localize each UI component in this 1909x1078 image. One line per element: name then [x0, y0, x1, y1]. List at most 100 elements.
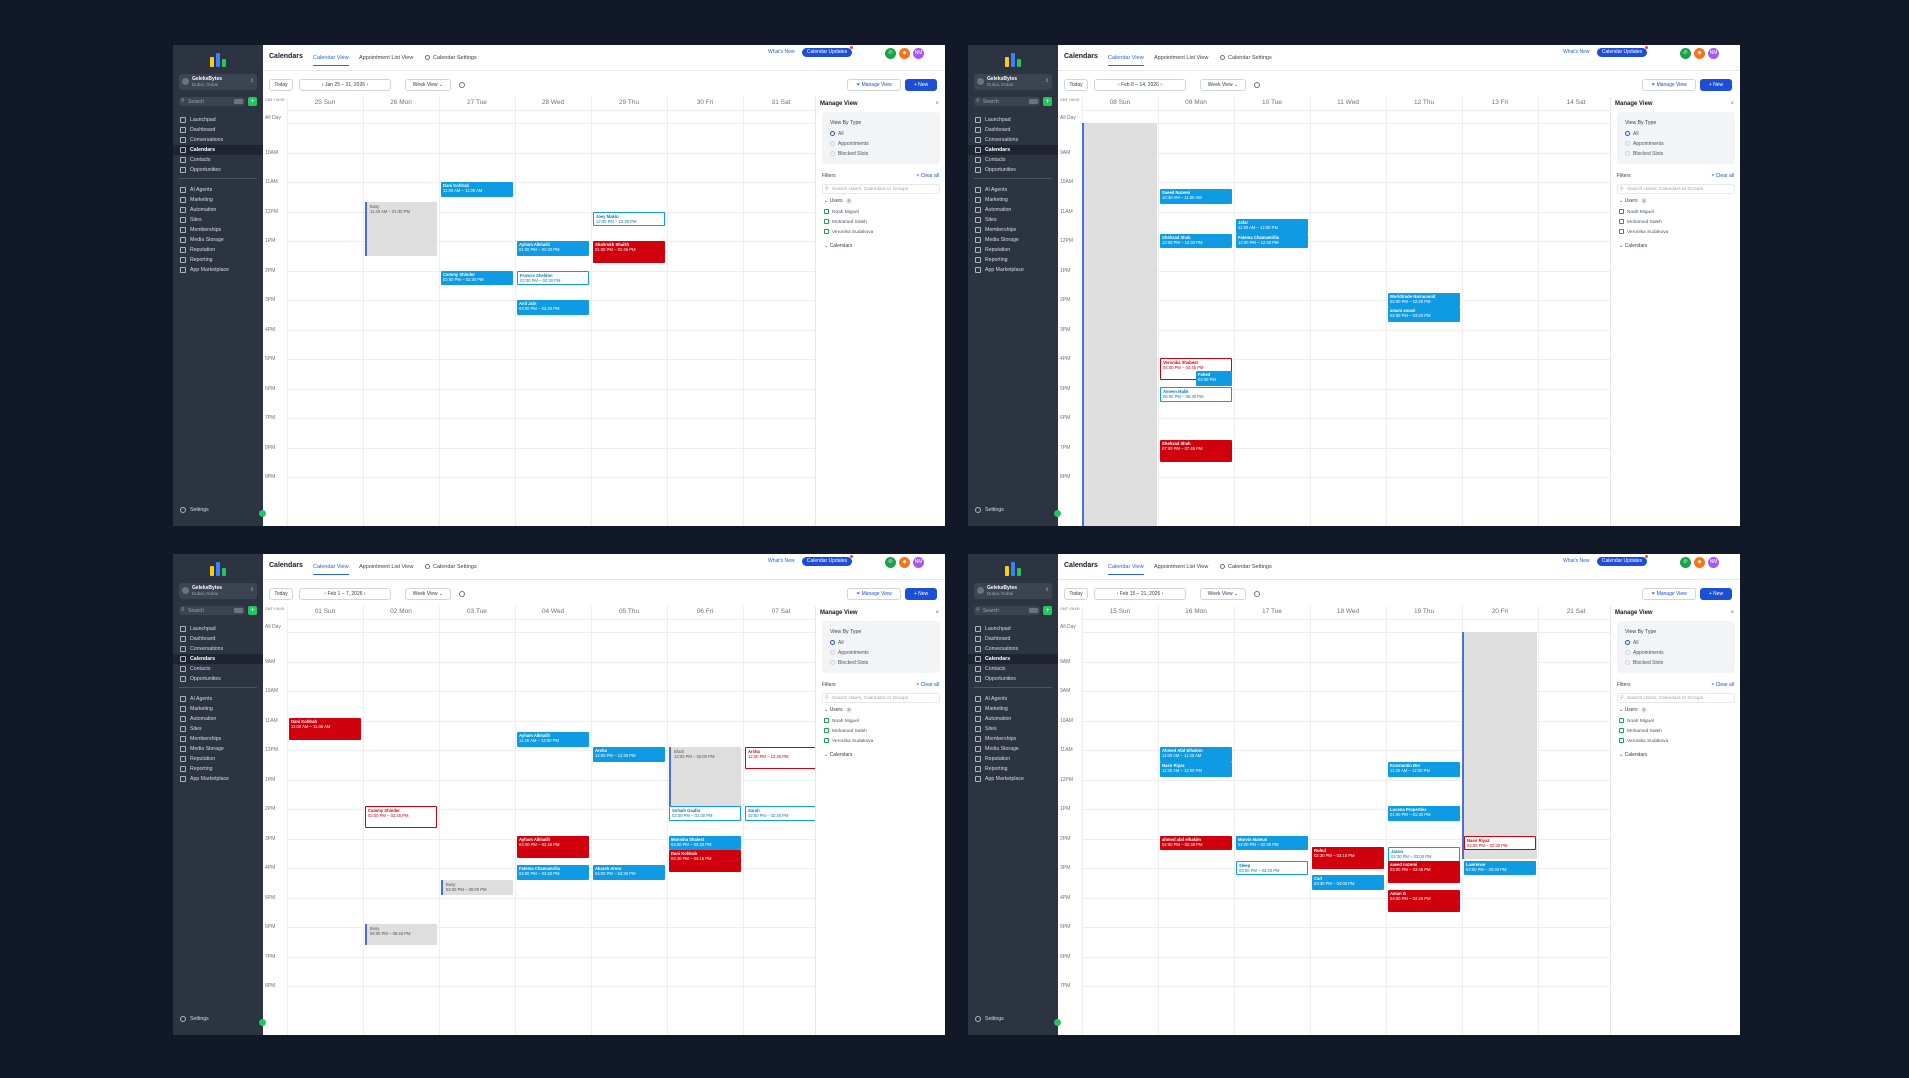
close-icon[interactable]: × — [935, 610, 939, 616]
sidebar-item-settings[interactable]: Settings — [173, 505, 263, 515]
sidebar-item-dashboard[interactable]: Dashboard — [173, 634, 263, 644]
day-header[interactable]: 01 Sun — [314, 608, 336, 615]
new-button[interactable]: + New — [1700, 79, 1732, 91]
day-header[interactable]: 02 Mon — [390, 608, 412, 615]
view-select[interactable]: Week View ⌄ — [1200, 79, 1246, 91]
account-switcher[interactable]: GeleksBytes Dubai, Dubai ⇕ — [974, 74, 1052, 90]
clear-all-link[interactable]: × Clear all — [1711, 682, 1734, 688]
sidebar-item-reporting[interactable]: Reporting — [173, 764, 263, 774]
day-header[interactable]: 16 Mon — [1185, 608, 1207, 615]
account-switcher[interactable]: GeleksBytes Dubai, Dubai ⇕ — [179, 74, 257, 90]
sidebar-item-contacts[interactable]: Contacts — [173, 155, 263, 165]
appointment-event[interactable]: Nasir Riyaz 11:30 AM – 12:00 PM — [1160, 761, 1232, 777]
sidebar-item-memberships[interactable]: Memberships — [968, 225, 1058, 235]
appointment-event[interactable]: Ayham Alkhalili 03:00 PM – 03:45 PM — [517, 835, 589, 858]
sidebar-item-calendars[interactable]: Calendars — [173, 145, 263, 155]
clear-all-link[interactable]: × Clear all — [1711, 173, 1734, 179]
appointment-event[interactable]: Francis Sheldon 02:00 PM – 02:30 PM — [517, 270, 589, 286]
sidebar-item-launchpad[interactable]: Launchpad — [173, 624, 263, 634]
day-header[interactable]: 27 Tue — [467, 99, 487, 106]
appointment-event[interactable]: Joey Makin 12:00 PM – 12:30 PM — [593, 211, 665, 227]
sidebar-item-app-marketplace[interactable]: App Marketplace — [173, 774, 263, 784]
today-button[interactable]: Today — [269, 79, 293, 91]
appointment-event[interactable]: ahmed abd elhakim 02:00 PM – 02:30 PM — [1160, 835, 1232, 851]
appointment-event[interactable]: Ahmed Abd Elhakim 11:00 AM – 11:30 AM — [1160, 747, 1232, 762]
appointment-event[interactable]: Dani Kohlrab 03:30 PM – 04:15 PM — [669, 850, 741, 873]
day-header[interactable]: 05 Thu — [618, 608, 640, 615]
phone-icon[interactable]: ✆ — [1680, 557, 1691, 568]
view-select[interactable]: Week View ⌄ — [405, 588, 451, 600]
calendars-group-toggle[interactable]: ⌄ Calendars — [824, 752, 852, 758]
today-button[interactable]: Today — [1064, 79, 1088, 91]
appointment-event[interactable]: Aman G 04:00 PM – 04:45 PM — [1388, 890, 1460, 913]
chevron-right-icon[interactable]: › — [365, 82, 369, 88]
sidebar-item-opportunities[interactable]: Opportunities — [173, 674, 263, 684]
account-switcher[interactable]: GeleksBytes Dubai, Dubai ⇕ — [179, 583, 257, 599]
lightbulb-icon[interactable] — [459, 591, 465, 597]
day-header[interactable]: 21 Sat — [1566, 608, 1586, 615]
appointment-event[interactable]: Marvin Mateus 02:00 PM – 02:30 PM — [1236, 835, 1308, 851]
sidebar-item-dashboard[interactable]: Dashboard — [968, 125, 1058, 135]
appointment-event[interactable]: Jafar 11:30 AM – 12:00 PM — [1236, 218, 1308, 234]
sidebar-item-contacts[interactable]: Contacts — [173, 664, 263, 674]
user-avatar[interactable]: NM — [913, 557, 924, 568]
whats-new-link[interactable]: What's New — [1563, 49, 1590, 55]
day-header[interactable]: 04 Wed — [541, 608, 565, 615]
day-header[interactable]: 15 Sun — [1109, 608, 1131, 615]
appointment-event[interactable]: amani amani 02:00 PM – 03:00 PM — [1388, 307, 1460, 323]
sidebar-item-reporting[interactable]: Reporting — [968, 255, 1058, 265]
user-filter-checkbox[interactable]: Mohamed Saleh — [824, 219, 867, 225]
calendar-updates-badge[interactable]: Calendar Updates — [802, 557, 852, 566]
view-type-radio-blocked-slots[interactable]: Blocked Slots — [830, 151, 868, 157]
tab-calendar-settings[interactable]: Calendar Settings — [1220, 564, 1272, 570]
chevron-right-icon[interactable]: › — [1160, 591, 1164, 597]
tab-calendar-view[interactable]: Calendar View — [313, 564, 349, 575]
chevron-right-icon[interactable]: › — [362, 591, 366, 597]
tab-appointment-list-view[interactable]: Appointment List View — [359, 55, 413, 61]
sidebar-item-sites[interactable]: Sites — [968, 724, 1058, 734]
appointment-event[interactable]: Ayham Alkhalili 11:30 AM – 12:00 PM — [517, 732, 589, 748]
view-type-radio-appointments[interactable]: Appointments — [1625, 141, 1664, 147]
sidebar-item-ai-agents[interactable]: AI Agents — [173, 694, 263, 704]
bell-icon[interactable]: ◆ — [899, 557, 910, 568]
tab-calendar-view[interactable]: Calendar View — [313, 55, 349, 66]
day-header[interactable]: 31 Sat — [771, 99, 791, 106]
sidebar-item-app-marketplace[interactable]: App Marketplace — [968, 774, 1058, 784]
sidebar-item-sites[interactable]: Sites — [968, 215, 1058, 225]
sidebar-item-opportunities[interactable]: Opportunities — [968, 165, 1058, 175]
blocked-slot[interactable]: Busy 06:00 PM – 06:40 PM — [365, 924, 437, 945]
sidebar-item-opportunities[interactable]: Opportunities — [968, 674, 1058, 684]
sidebar-item-contacts[interactable]: Contacts — [968, 664, 1058, 674]
appointment-event[interactable]: Saeed Nazemi 10:30 AM – 11:00 AM — [1160, 189, 1232, 205]
appointment-event[interactable]: Cammy Shinder 02:00 PM – 02:30 PM — [441, 270, 513, 286]
tab-calendar-view[interactable]: Calendar View — [1108, 564, 1144, 575]
sidebar-item-settings[interactable]: Settings — [173, 1014, 263, 1024]
sidebar-item-marketing[interactable]: Marketing — [968, 195, 1058, 205]
day-header[interactable]: 07 Sat — [771, 608, 791, 615]
tab-calendar-settings[interactable]: Calendar Settings — [1220, 55, 1272, 61]
phone-icon[interactable]: ✆ — [1680, 48, 1691, 59]
quick-add-button[interactable]: + — [248, 606, 257, 615]
clear-all-link[interactable]: × Clear all — [916, 682, 939, 688]
sidebar-item-ai-agents[interactable]: AI Agents — [968, 185, 1058, 195]
blocked-slot[interactable]: Block 12:00 PM – 02:00 PM — [669, 747, 741, 807]
close-icon[interactable]: × — [935, 101, 939, 107]
whats-new-link[interactable]: What's New — [1563, 558, 1590, 564]
day-header[interactable]: 25 Sun — [314, 99, 336, 106]
sidebar-item-marketing[interactable]: Marketing — [968, 704, 1058, 714]
sidebar-item-conversations[interactable]: Conversations — [173, 135, 263, 145]
clear-all-link[interactable]: × Clear all — [916, 173, 939, 179]
date-range-picker[interactable]: ‹ Jan 25 – 31, 2026 › — [299, 79, 391, 91]
sidebar-item-memberships[interactable]: Memberships — [968, 734, 1058, 744]
appointment-event[interactable]: Cammy Shinder 02:00 PM – 02:45 PM — [365, 806, 437, 829]
view-select[interactable]: Week View ⌄ — [1200, 588, 1246, 600]
sidebar-item-marketing[interactable]: Marketing — [173, 195, 263, 205]
close-icon[interactable]: × — [1730, 101, 1734, 107]
users-group-toggle[interactable]: ⌄ Users 3 — [1619, 198, 1647, 204]
sidebar-item-memberships[interactable]: Memberships — [173, 225, 263, 235]
day-header[interactable]: 17 Tue — [1262, 608, 1282, 615]
bell-icon[interactable]: ◆ — [1694, 48, 1705, 59]
day-header[interactable]: 26 Mon — [390, 99, 412, 106]
bell-icon[interactable]: ◆ — [899, 48, 910, 59]
sidebar-item-conversations[interactable]: Conversations — [968, 135, 1058, 145]
